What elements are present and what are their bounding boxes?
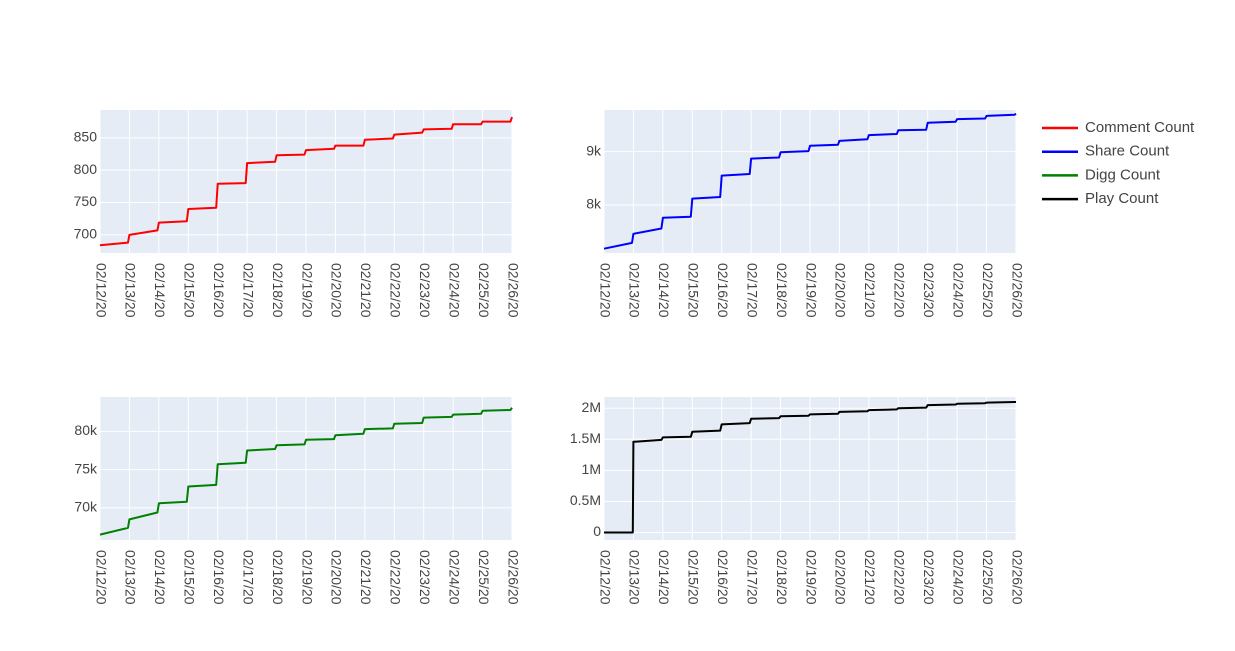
legend-label: Digg Count: [1085, 166, 1161, 183]
x-tick-label: 02/21/20: [358, 263, 374, 318]
x-tick-label: 02/14/20: [656, 263, 672, 318]
y-tick-label: 75k: [74, 460, 98, 476]
series-line-play-count: [604, 401, 1016, 534]
x-tick-label: 02/25/20: [476, 263, 492, 318]
x-tick-label: 02/19/20: [803, 263, 819, 318]
x-tick-label: 02/12/20: [597, 263, 613, 318]
x-tick-label: 02/15/20: [686, 550, 702, 605]
x-tick-label: 02/13/20: [123, 550, 139, 605]
x-tick-label: 02/19/20: [299, 263, 315, 318]
y-tick-label: 800: [74, 161, 98, 177]
x-tick-label: 02/26/20: [1009, 550, 1025, 605]
x-tick-label: 02/23/20: [417, 550, 433, 605]
subplot-2: 02/12/20 02/13/20 02/14/20 02/15/20 02/16/20…: [586, 110, 1025, 318]
x-tick-label: 02/16/20: [715, 550, 731, 605]
x-tick-label: 02/26/20: [505, 550, 521, 605]
subplot-1: 02/12/20 02/13/20 02/14/20 02/15/20 02/16/20…: [74, 110, 521, 318]
y-tick-label: 750: [74, 193, 98, 209]
x-tick-label: 02/18/20: [774, 263, 790, 318]
x-tick-label: 02/22/20: [892, 263, 908, 318]
y-tick-label: 700: [74, 226, 98, 242]
x-tick-label: 02/17/20: [240, 550, 256, 605]
x-tick-label: 02/26/20: [1009, 263, 1025, 318]
series-line-digg-count: [99, 407, 513, 536]
x-tick-label: 02/25/20: [980, 263, 996, 318]
y-tick-label: 1M: [582, 461, 601, 477]
y-tick-label: 0: [593, 523, 601, 539]
legend-item[interactable]: Share Count: [1042, 143, 1170, 160]
legend[interactable]: Comment Count Share Count Digg Count Play C…: [1042, 119, 1195, 207]
legend-item[interactable]: Digg Count: [1042, 166, 1161, 183]
x-tick-label: 02/19/20: [803, 550, 819, 605]
x-tick-label: 02/20/20: [329, 550, 345, 605]
subplot-3: 02/12/20 02/13/20 02/14/20 02/15/20 02/16/20…: [74, 397, 521, 605]
x-tick-label: 02/13/20: [627, 263, 643, 318]
y-tick-label: 850: [74, 129, 98, 145]
x-tick-label: 02/24/20: [950, 550, 966, 605]
x-tick-label: 02/14/20: [152, 550, 168, 605]
x-tick-label: 02/20/20: [329, 263, 345, 318]
subplot-4: 02/12/20 02/13/20 02/14/20 02/15/20 02/16/20…: [570, 397, 1025, 605]
x-tick-label: 02/15/20: [182, 263, 198, 318]
x-tick-label: 02/23/20: [417, 263, 433, 318]
x-tick-label: 02/18/20: [774, 550, 790, 605]
x-tick-label: 02/14/20: [656, 550, 672, 605]
x-tick-label: 02/20/20: [833, 263, 849, 318]
x-tick-label: 02/22/20: [892, 550, 908, 605]
x-tick-label: 02/24/20: [950, 263, 966, 318]
x-tick-label: 02/12/20: [93, 263, 109, 318]
y-tick-label: 70k: [74, 499, 98, 515]
x-tick-label: 02/16/20: [211, 263, 227, 318]
x-tick-label: 02/12/20: [93, 550, 109, 605]
y-tick-label: 0.5M: [570, 492, 601, 508]
x-tick-label: 02/19/20: [299, 550, 315, 605]
y-tick-label: 1.5M: [570, 430, 601, 446]
y-tick-label: 2M: [582, 399, 601, 415]
x-tick-label: 02/23/20: [921, 263, 937, 318]
legend-label: Comment Count: [1085, 119, 1195, 136]
x-tick-label: 02/21/20: [862, 550, 878, 605]
x-tick-label: 02/16/20: [211, 550, 227, 605]
x-tick-label: 02/25/20: [476, 550, 492, 605]
y-tick-label: 80k: [74, 422, 98, 438]
x-tick-label: 02/21/20: [358, 550, 374, 605]
x-tick-label: 02/17/20: [744, 550, 760, 605]
x-tick-label: 02/14/20: [152, 263, 168, 318]
series-line-share-count: [603, 112, 1017, 250]
x-tick-label: 02/20/20: [833, 550, 849, 605]
x-tick-label: 02/18/20: [270, 550, 286, 605]
x-tick-label: 02/13/20: [627, 550, 643, 605]
legend-label: Share Count: [1085, 143, 1170, 160]
x-tick-label: 02/18/20: [270, 263, 286, 318]
x-tick-label: 02/13/20: [123, 263, 139, 318]
y-tick-label: 9k: [586, 142, 602, 158]
x-tick-label: 02/22/20: [388, 550, 404, 605]
x-tick-label: 02/26/20: [505, 263, 521, 318]
legend-item[interactable]: Play Count: [1042, 190, 1159, 207]
x-tick-label: 02/24/20: [446, 550, 462, 605]
x-tick-label: 02/15/20: [182, 550, 198, 605]
series-line-comment-count: [99, 116, 513, 247]
x-tick-label: 02/17/20: [240, 263, 256, 318]
x-tick-label: 02/15/20: [686, 263, 702, 318]
legend-label: Play Count: [1085, 190, 1159, 207]
x-tick-label: 02/17/20: [744, 263, 760, 318]
x-tick-label: 02/21/20: [862, 263, 878, 318]
subplot-panels: 02/12/20 02/13/20 02/14/20 02/15/20 02/16/20…: [74, 110, 1025, 605]
x-tick-label: 02/24/20: [446, 263, 462, 318]
x-tick-label: 02/23/20: [921, 550, 937, 605]
x-tick-label: 02/12/20: [597, 550, 613, 605]
x-tick-label: 02/16/20: [715, 263, 731, 318]
legend-item[interactable]: Comment Count: [1042, 119, 1195, 136]
x-tick-label: 02/22/20: [388, 263, 404, 318]
y-tick-label: 8k: [586, 196, 602, 212]
x-tick-label: 02/25/20: [980, 550, 996, 605]
